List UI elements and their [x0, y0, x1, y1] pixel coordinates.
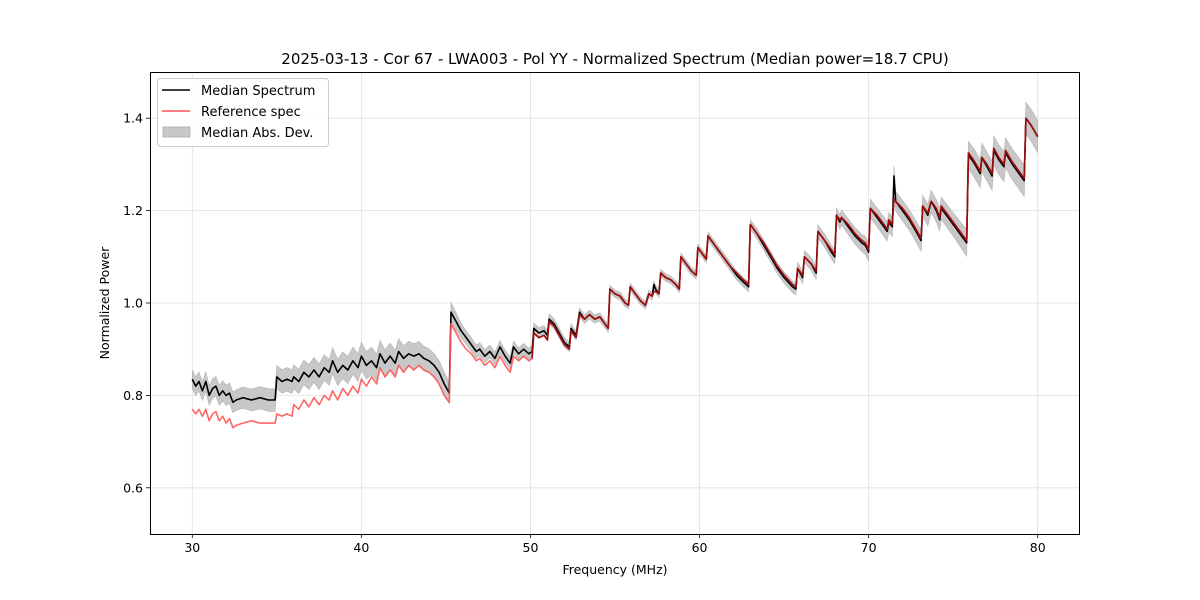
y-tick-label: 1.4 [123, 111, 143, 126]
y-tick-label: 0.6 [123, 480, 143, 495]
legend-label-median-abs-dev: Median Abs. Dev. [201, 126, 313, 141]
y-axis-ticks: 0.6 0.8 1.0 1.2 1.4 [123, 111, 150, 495]
chart-title: 2025-03-13 - Cor 67 - LWA003 - Pol YY - … [281, 50, 948, 68]
legend-box [157, 78, 329, 147]
x-tick-label: 30 [184, 540, 200, 555]
axes-frame [150, 72, 1080, 535]
y-axis-label: Normalized Power [97, 246, 112, 360]
x-tick-label: 60 [692, 540, 708, 555]
x-tick-label: 70 [861, 540, 877, 555]
x-tick-label: 80 [1030, 540, 1046, 555]
plot-area [191, 101, 1039, 429]
legend-label-reference-spec: Reference spec [201, 105, 301, 120]
x-axis-label: Frequency (MHz) [562, 562, 667, 577]
y-tick-label: 1.0 [123, 296, 143, 311]
y-tick-label: 1.2 [123, 203, 143, 218]
y-tick-label: 0.8 [123, 388, 143, 403]
legend-label-median-spectrum: Median Spectrum [201, 84, 315, 99]
x-tick-label: 50 [523, 540, 539, 555]
legend: Median Spectrum Reference spec Median Ab… [157, 78, 329, 147]
x-axis-ticks: 30 40 50 60 70 80 [184, 534, 1046, 555]
overlap-line [531, 117, 1039, 359]
legend-swatch-median-abs-dev [162, 126, 191, 138]
x-tick-label: 40 [353, 540, 369, 555]
